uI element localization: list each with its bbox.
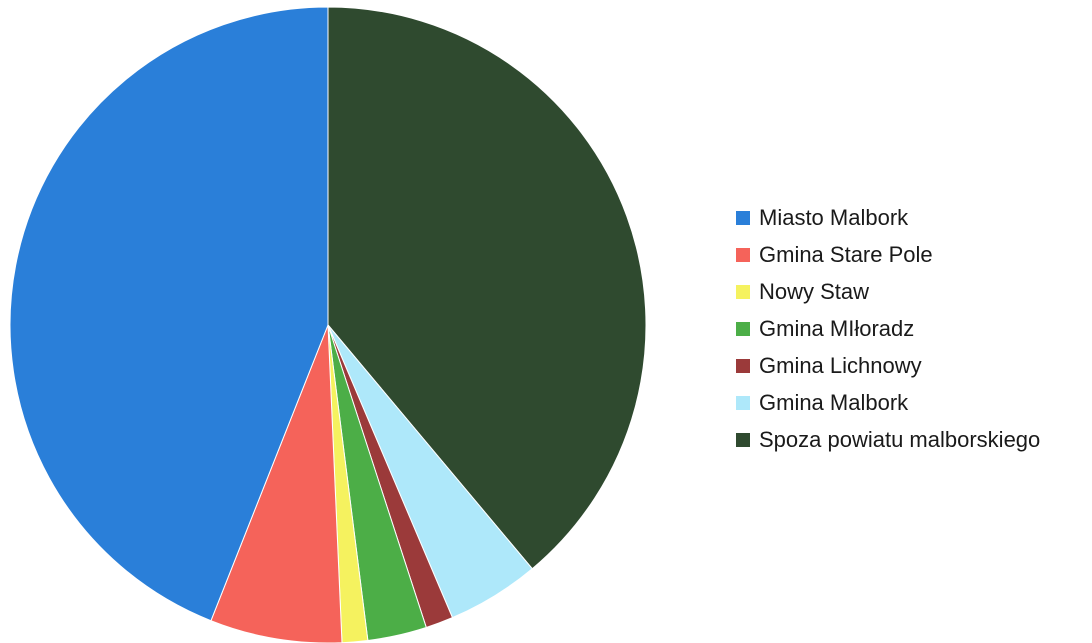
pie-slice-0 — [327, 6, 647, 570]
legend-label: Gmina Malbork — [759, 389, 909, 415]
legend-item: Miasto Malbork — [736, 199, 1040, 236]
legend-label: Spoza powiatu malborskiego — [759, 426, 1041, 452]
legend-label: Gmina Lichnowy — [759, 352, 922, 378]
legend-label: Gmina Stare Pole — [759, 241, 933, 267]
pie-chart — [9, 6, 647, 643]
legend-item: Nowy Staw — [736, 273, 1040, 310]
pie-slice-6 — [9, 6, 329, 622]
legend-item: Gmina Malbork — [736, 384, 1040, 421]
legend-swatch — [736, 321, 750, 336]
legend-item: Gmina Stare Pole — [736, 236, 1040, 273]
legend-swatch — [736, 358, 750, 373]
legend-swatch — [736, 210, 750, 225]
legend-swatch — [736, 247, 750, 262]
legend-label: Miasto Malbork — [759, 204, 909, 230]
legend-item: Gmina Lichnowy — [736, 347, 1040, 384]
legend-item: Spoza powiatu malborskiego — [736, 421, 1040, 458]
legend-swatch — [736, 432, 750, 447]
legend-label: Gmina MIłoradz — [759, 315, 915, 341]
legend-item: Gmina MIłoradz — [736, 310, 1040, 347]
legend-label: Nowy Staw — [759, 278, 870, 304]
chart-legend: Miasto Malbork Gmina Stare Pole Nowy Staw G… — [736, 199, 1040, 458]
legend-swatch — [736, 395, 750, 410]
legend-swatch — [736, 284, 750, 299]
